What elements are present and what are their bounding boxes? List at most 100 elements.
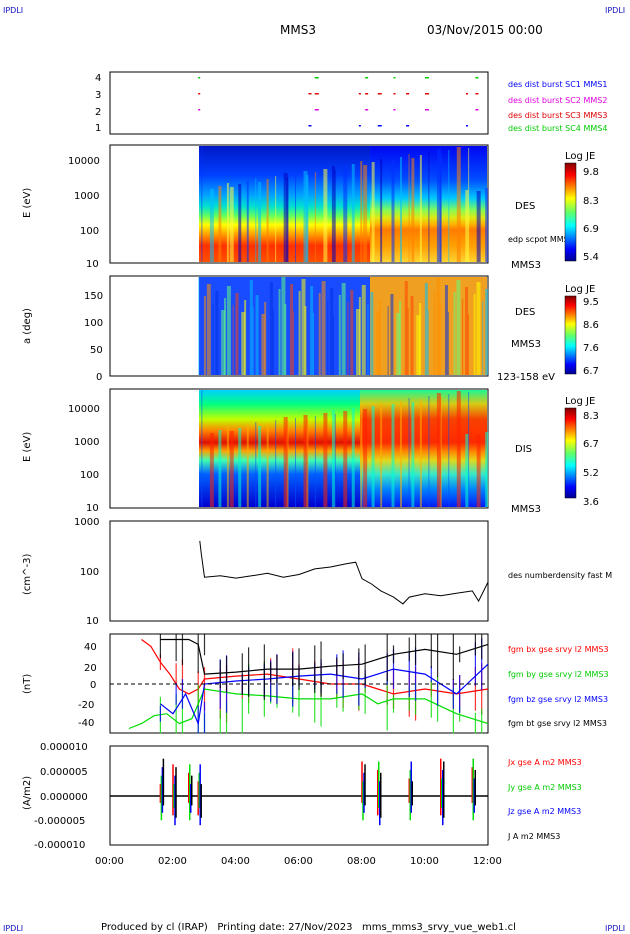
- spectrogram-stripe: [476, 191, 481, 262]
- burst-mark: [314, 109, 319, 111]
- bfield-ylabel: (nT): [22, 674, 33, 694]
- panel-des-energy: E (eV) 10000 1000 100 10 DES edp scpot M…: [22, 144, 599, 271]
- spectrogram-stripe: [465, 287, 469, 375]
- spectrogram-stripe: [356, 309, 361, 375]
- current-tick-4: -0.000010: [34, 840, 85, 851]
- spectrogram-stripe: [201, 146, 203, 262]
- current-legend-jy: Jy gse A m2 MMS3: [507, 783, 582, 792]
- density-line: [199, 540, 489, 605]
- spectrogram-stripe: [456, 280, 461, 375]
- des-energy-tick-10: 10: [86, 259, 99, 270]
- spectrogram-stripe: [232, 305, 234, 375]
- dis-energy-cbar-tick-3: 3.6: [583, 497, 599, 508]
- spectrogram-stripe: [209, 433, 214, 507]
- dis-energy-cbar-tick-1: 6.7: [583, 439, 599, 450]
- spectrogram-stripe: [321, 281, 326, 375]
- des-energy-overlay-label: edp scpot MMS3: [508, 235, 574, 244]
- des-pitch-cbar-title: Log JE: [565, 284, 595, 295]
- spectrogram-stripe: [201, 390, 203, 507]
- spectrogram-stripe: [363, 409, 368, 507]
- spectrogram-stripe: [206, 284, 211, 375]
- spectrogram-stripe: [258, 426, 262, 507]
- burst-mark: [465, 93, 468, 95]
- spectrogram-stripe: [436, 278, 441, 375]
- spectrogram-stripe: [226, 427, 229, 507]
- dis-energy-ylabel: E (eV): [22, 432, 33, 462]
- des-pitch-cbar-tick-3: 6.7: [583, 366, 599, 377]
- spectrogram-stripe: [334, 414, 336, 507]
- spectrogram-stripe: [350, 290, 354, 375]
- footer-credit: Produced by cl (IRAP) Printing date: 27/…: [101, 922, 516, 933]
- bfield-tick-20: 20: [84, 663, 97, 674]
- bfield-tick-m20: -20: [78, 700, 94, 711]
- spectrogram-stripe: [255, 422, 257, 507]
- spectrogram-stripe: [269, 282, 273, 375]
- des-energy-cbar-tick-3: 5.4: [583, 252, 599, 263]
- spectrogram-stripe: [408, 154, 410, 262]
- dis-energy-colorbar: [564, 407, 577, 499]
- bfield-line: [160, 663, 489, 726]
- spectrogram-stripe: [447, 312, 449, 375]
- time-tick-0400: 04:00: [221, 856, 250, 867]
- current-ylabel: (A/m2): [22, 776, 33, 810]
- spectrogram-stripe: [295, 174, 297, 262]
- burst-mark: [393, 77, 396, 79]
- spectrogram-stripe: [361, 285, 366, 375]
- current-legend-jx: Jx gse A m2 MMS3: [507, 758, 582, 767]
- spectrogram-stripe: [303, 171, 308, 262]
- bfield-line: [128, 688, 489, 730]
- corner-logo-top-left: IPDLI: [3, 6, 23, 15]
- spectrogram-stripe: [448, 150, 450, 262]
- spectrogram-stripe: [330, 288, 334, 375]
- spectrogram-stripe: [310, 286, 314, 375]
- des-energy-ylabel: E (eV): [22, 188, 33, 218]
- spectrogram-stripe: [203, 296, 206, 375]
- spectrogram-stripe: [323, 413, 328, 507]
- current-spikes: [159, 758, 476, 826]
- spectrogram-stripe: [407, 308, 409, 375]
- spectrogram-stripe: [448, 394, 450, 507]
- spectrogram-stripe: [249, 280, 253, 375]
- bfield-tick-m40: -40: [78, 718, 94, 729]
- panel-burst: 4 3 2 1 des dist burst SC1 MMS1 des dist…: [95, 71, 607, 135]
- spectrogram-stripe: [411, 158, 415, 262]
- des-energy-cbar-title: Log JE: [565, 151, 595, 162]
- spectrogram-stripe: [363, 165, 368, 262]
- spectrogram-stripe: [215, 291, 219, 375]
- spectrogram-stripe: [343, 411, 348, 507]
- spectrogram-stripe: [281, 277, 286, 375]
- spectrogram-stripe: [360, 161, 363, 262]
- bfield-line: [160, 638, 489, 675]
- burst-mark: [475, 109, 479, 111]
- spectrogram-stripe: [396, 313, 401, 375]
- dis-energy-tick-100: 100: [80, 470, 99, 481]
- burst-mark: [377, 125, 382, 127]
- spectrogram-stripe: [255, 295, 259, 375]
- density-tick-1000: 1000: [74, 517, 99, 528]
- spectrogram-stripe: [444, 285, 448, 375]
- spectrogram-stripe: [371, 162, 375, 262]
- burst-legend-mms1: des dist burst SC1 MMS1: [508, 80, 607, 89]
- burst-mark: [425, 93, 429, 95]
- spectrogram-stripe: [419, 155, 422, 262]
- burst-mark: [365, 77, 369, 79]
- spectrogram-stripe: [252, 307, 254, 375]
- spectrogram-stripe: [229, 431, 234, 507]
- burst-mark: [406, 125, 410, 127]
- des-pitch-cbar-tick-1: 8.6: [583, 320, 599, 331]
- spectrogram-stripe: [301, 279, 306, 375]
- burst-legend-mms3: des dist burst SC3 MMS3: [508, 111, 607, 120]
- des-energy-colorbar: [564, 162, 577, 262]
- spectrogram-stripe: [367, 304, 369, 375]
- burst-mark: [465, 125, 468, 127]
- spectrogram-stripe: [298, 291, 301, 375]
- spectrogram-stripe: [476, 435, 481, 507]
- bfield-lines: [128, 634, 489, 734]
- des-pitch-cbar-tick-0: 9.5: [583, 297, 599, 308]
- spectrogram-stripe: [462, 299, 464, 375]
- spectrogram-stripe: [258, 182, 262, 262]
- spectrogram-stripe: [246, 181, 249, 262]
- spectrogram-stripe: [467, 314, 469, 375]
- time-tick-0800: 08:00: [347, 856, 376, 867]
